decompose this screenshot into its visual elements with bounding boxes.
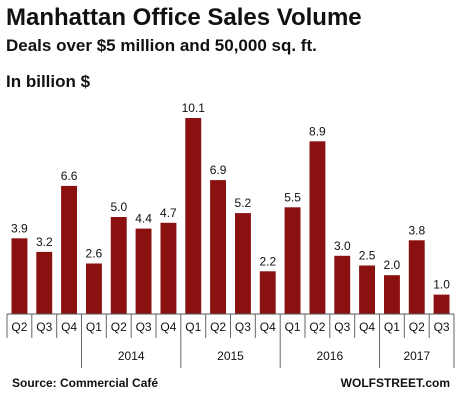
quarter-tick-label-0: Q2 (11, 320, 27, 334)
quarter-tick-label-12: Q2 (309, 320, 325, 334)
bar-13 (334, 255, 351, 314)
bar-3 (86, 263, 102, 314)
bar-7 (185, 118, 202, 314)
value-label-14: 2.5 (359, 249, 376, 263)
quarter-tick-label-8: Q2 (210, 320, 226, 334)
value-label-4: 5.0 (110, 200, 127, 214)
value-label-8: 6.9 (210, 163, 227, 177)
quarter-tick-label-2: Q4 (61, 320, 77, 334)
quarter-tick-label-17: Q3 (434, 320, 450, 334)
value-label-0: 3.9 (11, 221, 28, 235)
value-label-2: 6.6 (61, 169, 78, 183)
bar-17 (433, 294, 450, 314)
quarter-tick-label-1: Q3 (36, 320, 52, 334)
value-label-16: 3.8 (408, 223, 425, 237)
year-label-0: 2014 (118, 349, 145, 363)
unit-label: In billion $ (6, 72, 91, 91)
value-label-10: 2.2 (259, 254, 276, 268)
value-labels-layer: 3.9 3.2 6.6 2.6 5.0 4.4 4.7 10.1 6.9 5.2 2.2 5.5 8.9… (11, 101, 450, 292)
bar-15 (384, 275, 400, 314)
value-label-1: 3.2 (36, 235, 53, 249)
bar-6 (160, 222, 177, 314)
quarter-tick-label-6: Q4 (160, 320, 176, 334)
value-label-9: 5.2 (235, 196, 252, 210)
bar-10 (259, 271, 276, 314)
source-note: Source: Commercial Café (12, 376, 159, 390)
bar-14 (359, 265, 375, 314)
value-label-11: 5.5 (284, 190, 301, 204)
value-label-3: 2.6 (86, 247, 103, 261)
bars-layer (11, 118, 450, 314)
bar-4 (110, 217, 127, 314)
value-label-7: 10.1 (182, 101, 206, 115)
year-label-2: 2016 (316, 349, 343, 363)
quarter-tick-label-11: Q1 (285, 320, 301, 334)
quarter-tick-label-14: Q4 (359, 320, 375, 334)
quarter-tick-label-10: Q4 (260, 320, 276, 334)
quarter-tick-label-7: Q1 (185, 320, 201, 334)
bar-0 (11, 238, 28, 314)
bar-1 (36, 251, 53, 314)
brand-label: WOLFSTREET.com (340, 376, 450, 390)
bar-5 (135, 228, 152, 314)
value-label-6: 4.7 (160, 206, 177, 220)
chart-title: Manhattan Office Sales Volume (6, 4, 362, 31)
quarter-tick-label-5: Q3 (136, 320, 152, 334)
bar-16 (408, 240, 425, 314)
quarter-tick-label-9: Q3 (235, 320, 251, 334)
quarter-tick-label-16: Q2 (409, 320, 425, 334)
quarter-tick-label-13: Q3 (334, 320, 350, 334)
year-label-3: 2017 (403, 349, 430, 363)
quarter-tick-label-4: Q2 (111, 320, 127, 334)
bar-9 (235, 213, 251, 314)
value-label-5: 4.4 (135, 212, 152, 226)
quarter-tick-label-3: Q1 (86, 320, 102, 334)
value-label-15: 2.0 (384, 258, 401, 272)
chart-subtitle: Deals over $5 million and 50,000 sq. ft. (6, 36, 317, 55)
value-label-12: 8.9 (309, 124, 326, 138)
bar-12 (309, 141, 326, 314)
value-label-17: 1.0 (433, 278, 450, 292)
quarter-tick-label-15: Q1 (384, 320, 400, 334)
bar-8 (210, 180, 226, 314)
bar-11 (284, 207, 301, 314)
value-label-13: 3.0 (334, 239, 351, 253)
bar-2 (61, 185, 77, 314)
year-label-1: 2015 (217, 349, 244, 363)
category-axis: Q2 Q3 Q4 Q1 Q2 Q3 Q4 Q1 Q2 Q3 Q4 Q1 Q2 Q3 Q4 Q1 Q2 Q3 2014… (6, 313, 455, 368)
